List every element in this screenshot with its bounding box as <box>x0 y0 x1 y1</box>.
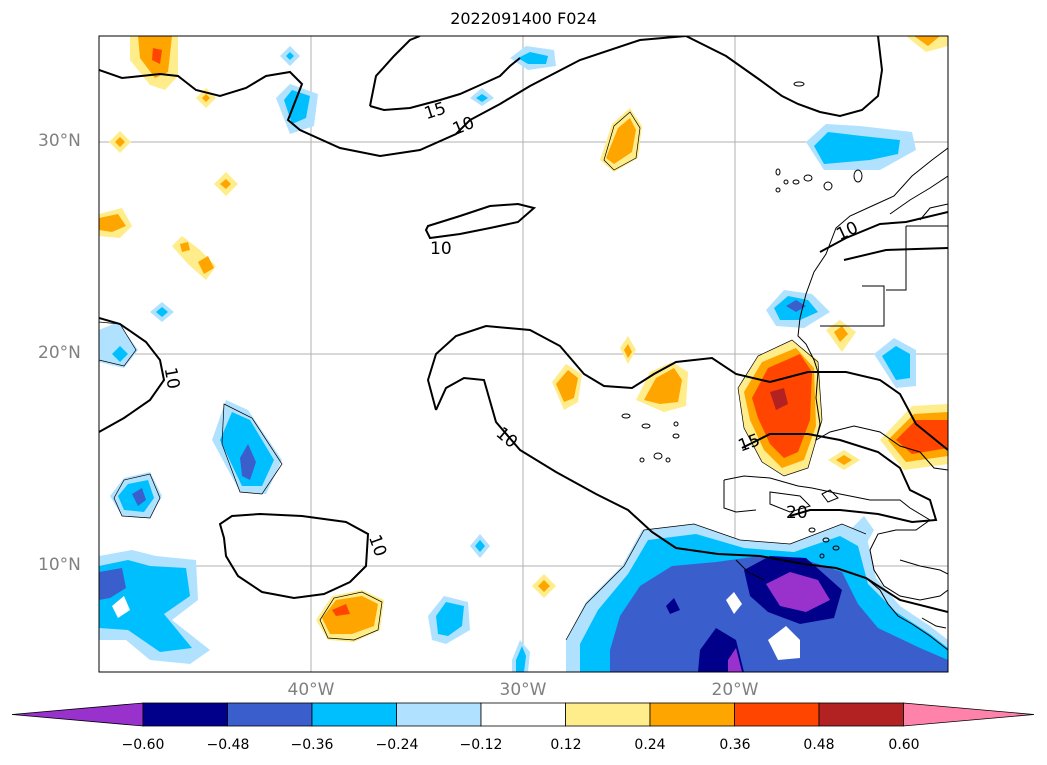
colorbar-tick: 0.12 <box>550 737 582 753</box>
colorbar-segment <box>565 702 651 727</box>
contour-lines <box>99 36 948 613</box>
contour-label: 10 <box>160 366 183 391</box>
contour-label: 20 <box>786 503 808 523</box>
lon-label-40w: 40°W <box>287 680 335 700</box>
colorbar-tick: −0.24 <box>375 737 419 753</box>
colorbar-extend-low <box>11 702 144 727</box>
shade-outlines <box>99 111 867 641</box>
islands <box>621 81 863 559</box>
colorbar-segment <box>142 702 228 727</box>
colorbar-segment <box>818 702 904 727</box>
plot-frame <box>98 35 949 673</box>
lat-label-20n: 20°N <box>38 343 81 363</box>
colorbar-tick: 0.48 <box>803 737 835 753</box>
contour-label: 10 <box>430 239 452 259</box>
contour-label: 10 <box>492 423 521 452</box>
negative-anomalies <box>99 46 948 672</box>
contour-label: 10 <box>833 218 861 245</box>
colorbar-tick: 0.24 <box>634 737 666 753</box>
colorbar-tick: 0.60 <box>888 737 920 753</box>
colorbar-tick: −0.12 <box>459 737 503 753</box>
colorbar-tick: −0.36 <box>290 737 334 753</box>
colorbar-segment <box>396 702 482 727</box>
contour-label: 15 <box>422 98 449 124</box>
colorbar-segment <box>311 702 397 727</box>
shaded-fields: 15 10 10 10 10 10 15 20 10 <box>99 36 948 672</box>
lon-label-30w: 30°W <box>499 680 547 700</box>
colorbar-segment <box>734 702 820 727</box>
colorbar-tick: −0.48 <box>206 737 250 753</box>
colorbar-segment <box>649 702 735 727</box>
lat-label-10n: 10°N <box>38 555 81 575</box>
colorbar-tick: 0.36 <box>719 737 751 753</box>
colorbar-extend-high <box>903 702 1035 727</box>
colorbar-segment <box>480 702 566 727</box>
lat-label-30n: 30°N <box>38 131 81 151</box>
colorbar-tick: −0.60 <box>121 737 165 753</box>
lon-label-20w: 20°W <box>711 680 759 700</box>
colorbar <box>11 702 1035 727</box>
colorbar-segment <box>227 702 313 727</box>
coastlines <box>723 147 948 651</box>
map-title: 2022091400 F024 <box>450 9 597 28</box>
